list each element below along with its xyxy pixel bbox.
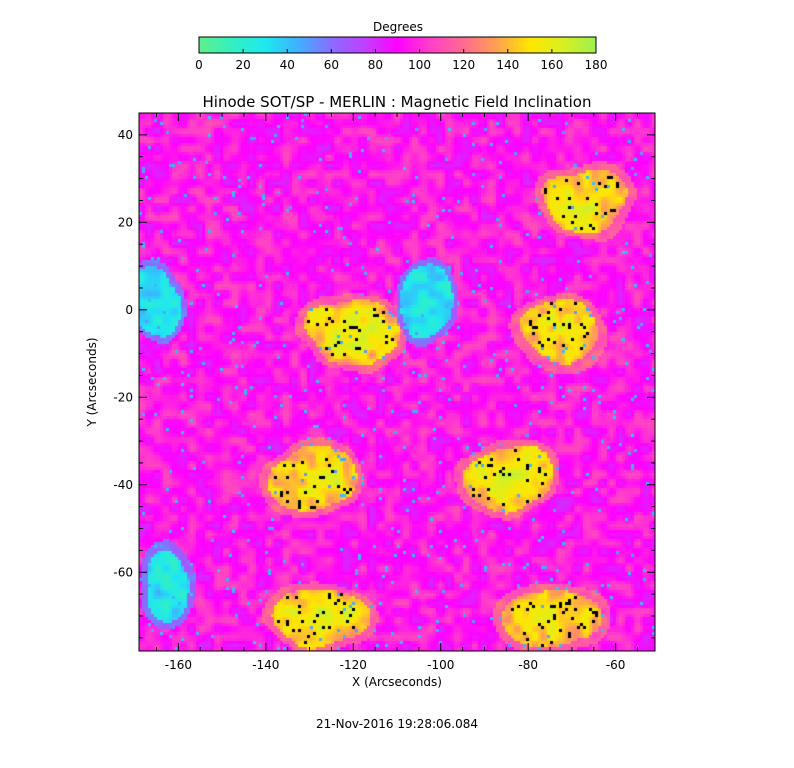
y-axis: -60 -40 -20 0 20 40: [113, 112, 655, 639]
x-tick-label: -120: [340, 658, 367, 672]
footer-timestamp: 21-Nov-2016 19:28:06.084: [316, 717, 478, 731]
colorbar-tick-label: 120: [452, 58, 475, 72]
x-tick-label: -160: [165, 658, 192, 672]
colorbar-tick-label: 80: [368, 58, 383, 72]
y-tick-label: 40: [118, 128, 133, 142]
heatmap-canvas: [139, 113, 655, 651]
x-tick-label: -80: [518, 658, 538, 672]
x-tick-label: -100: [427, 658, 454, 672]
heatmap-area: [139, 113, 655, 651]
x-axis-label: X (Arcseconds): [352, 675, 442, 689]
colorbar-tick-label: 100: [408, 58, 431, 72]
colorbar-tick-label: 20: [235, 58, 250, 72]
colorbar-gradient: [198, 36, 597, 54]
colorbar-tick-label: 180: [585, 58, 608, 72]
x-tick-label: -60: [606, 658, 626, 672]
y-tick-label: -40: [113, 478, 133, 492]
colorbar-tick-label: 140: [496, 58, 519, 72]
x-tick-label: -140: [252, 658, 279, 672]
y-tick-label: -60: [113, 565, 133, 579]
y-axis-label: Y (Arcseconds): [85, 337, 99, 427]
y-tick-label: 20: [118, 215, 133, 229]
colorbar-ticks: 0 20 40 60 80 100 120 140 160 180: [195, 49, 607, 72]
colorbar-tick-label: 60: [324, 58, 339, 72]
colorbar-tick-label: 40: [280, 58, 295, 72]
colorbar-title: Degrees: [373, 20, 423, 34]
chart-title: Hinode SOT/SP - MERLIN : Magnetic Field …: [203, 93, 592, 111]
y-tick-label: 0: [125, 303, 133, 317]
colorbar-tick-label: 160: [540, 58, 563, 72]
x-axis: -160 -140 -120 -100 -80 -60: [155, 113, 639, 672]
colorbar-tick-label: 0: [195, 58, 203, 72]
y-tick-label: -20: [113, 390, 133, 404]
